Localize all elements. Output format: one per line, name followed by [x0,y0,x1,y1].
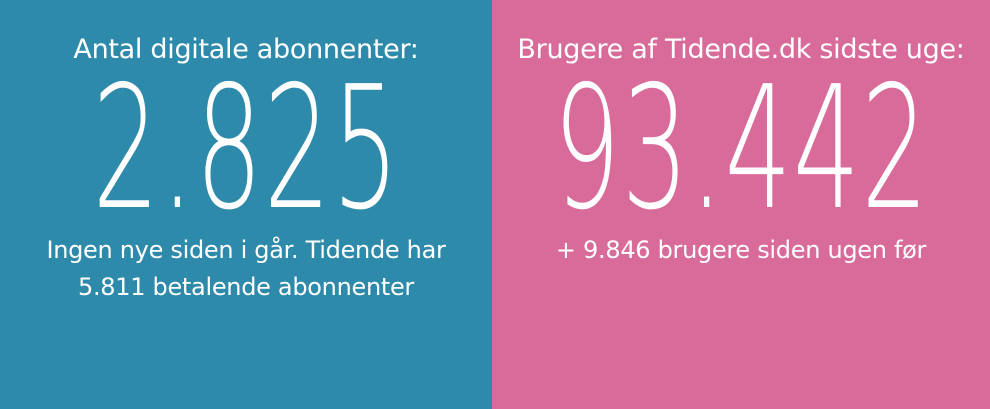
users-panel: Brugere af Tidende.dk sidste uge: 93.442… [492,0,990,409]
subscribers-heading: Antal digitale abonnenter: [73,34,419,65]
users-count: 93.442 [552,50,930,248]
users-heading: Brugere af Tidende.dk sidste uge: [517,34,965,65]
subscribers-count: 2.825 [92,50,400,248]
users-note: + 9.846 brugere siden ugen før [555,236,927,264]
subscribers-panel: Antal digitale abonnenter: 2.825 Ingen n… [0,0,492,409]
subscribers-note: Ingen nye siden i går. Tidende har 5.811… [46,236,446,301]
